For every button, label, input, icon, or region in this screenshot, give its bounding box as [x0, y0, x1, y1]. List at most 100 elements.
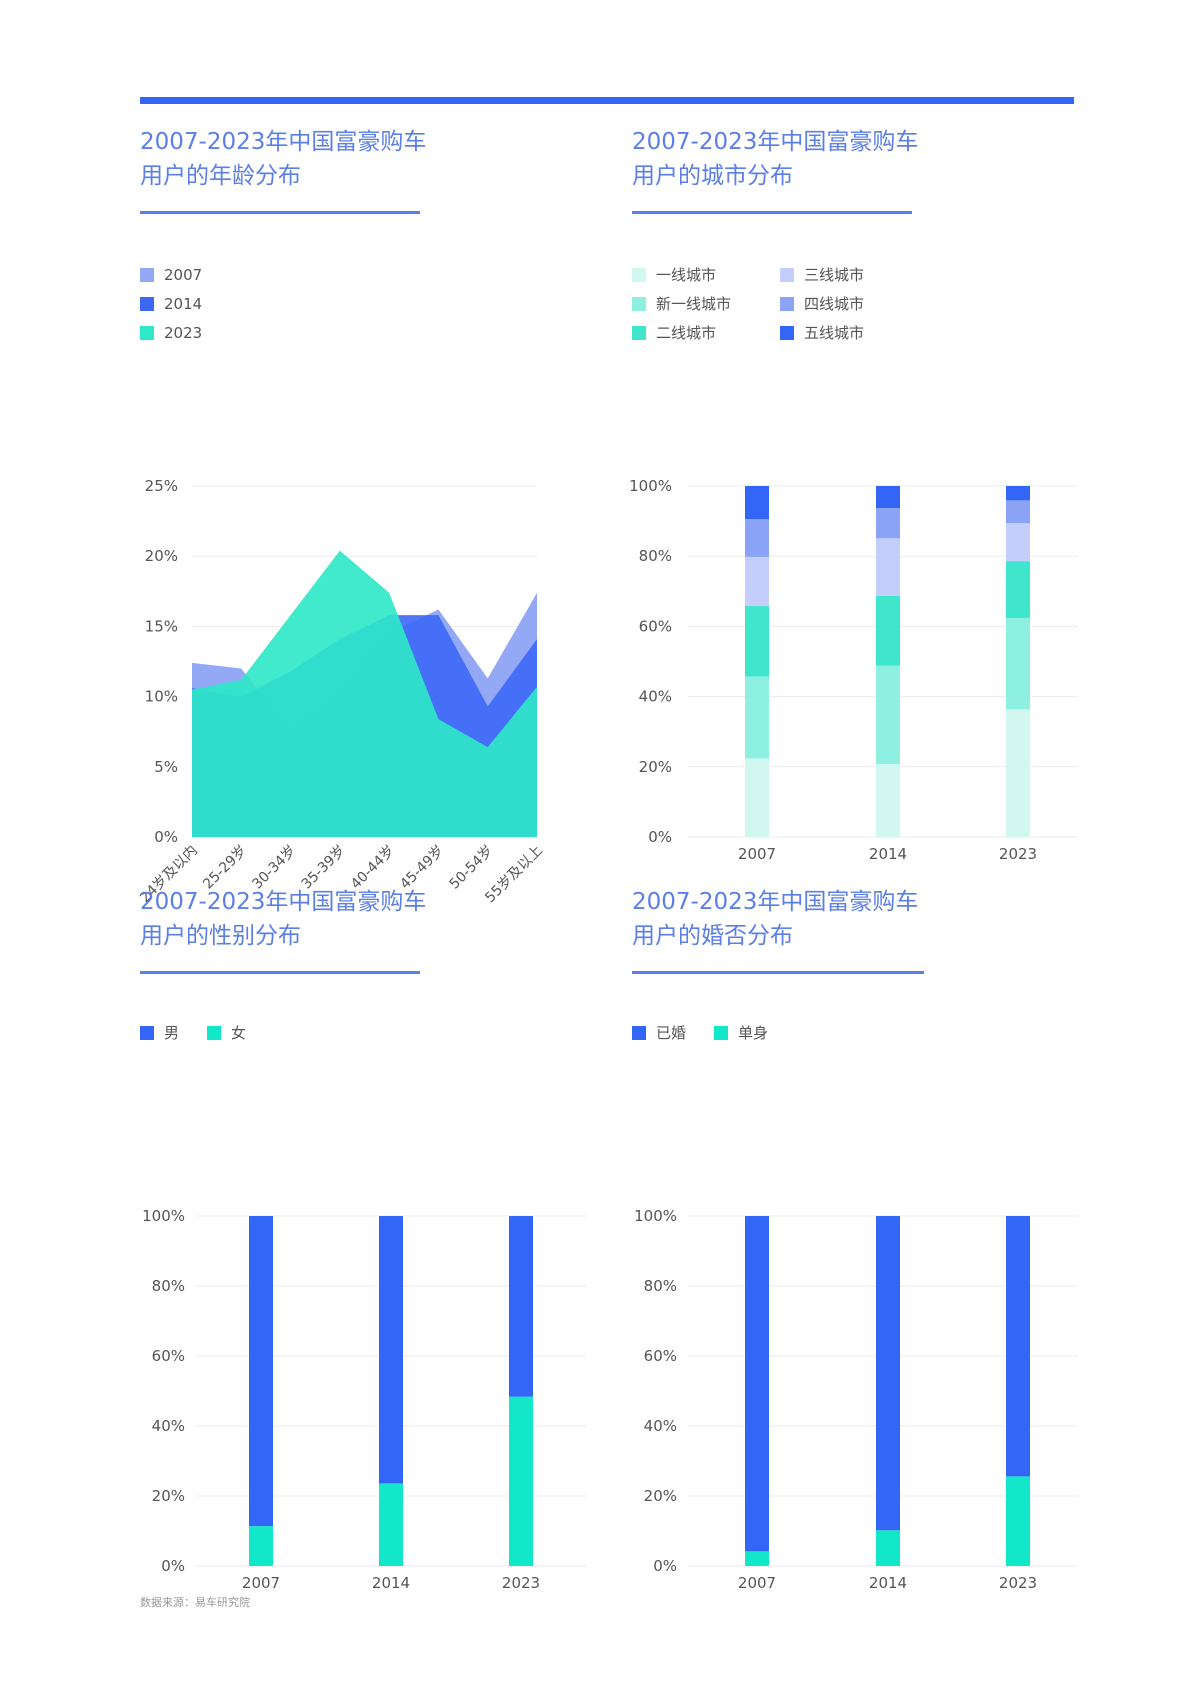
top-accent-bar [140, 97, 1074, 104]
age-y-tick-label: 0% [154, 828, 178, 846]
legend-item-1: 单身 [714, 1018, 768, 1047]
legend-swatch [714, 1025, 729, 1040]
gender-title-underline [140, 971, 420, 974]
marital-chart-title: 2007-2023年中国富豪购车 用户的婚否分布 [632, 885, 1132, 953]
city-bar-2007-二线城市 [745, 606, 769, 677]
gender-bar-2023-女 [509, 1396, 533, 1566]
gender-y-tick-label: 80% [152, 1277, 185, 1295]
city-bar-2007-四线城市 [745, 518, 769, 557]
gender-x-tick-label: 2007 [242, 1574, 280, 1592]
gender-bar-2007-女 [249, 1526, 273, 1566]
legend-swatch [632, 296, 646, 311]
marital-title-underline [632, 971, 924, 974]
gender-chart-panel: 2007-2023年中国富豪购车 用户的性别分布 男女 0% 20% 40% 60% 8… [140, 885, 640, 1592]
city-bar-2023-新一线城市 [1006, 617, 1030, 710]
legend-swatch [140, 325, 154, 340]
city-bar-2023-四线城市 [1006, 500, 1030, 524]
age-y-tick-label: 25% [145, 477, 178, 495]
gender-x-tick-label: 2023 [502, 1574, 540, 1592]
age-title-underline [140, 211, 420, 214]
legend-label: 2014 [164, 294, 203, 313]
data-source-note: 数据来源：易车研究院 [140, 1596, 250, 1609]
legend-swatch [780, 267, 794, 282]
age-y-tick-label: 5% [154, 758, 178, 776]
gender-y-tick-label: 20% [152, 1487, 185, 1505]
legend-swatch [140, 1025, 154, 1040]
gender-x-tick-label: 2014 [372, 1574, 410, 1592]
gender-bar-2023-男 [509, 1216, 533, 1397]
city-y-tick-label: 40% [639, 688, 672, 706]
legend-item-0: 2007 [140, 260, 202, 289]
city-bar-2007-新一线城市 [745, 676, 769, 759]
gender-y-tick-label: 40% [152, 1417, 185, 1435]
age-area-2023 [192, 550, 537, 837]
legend-item-2: 2023 [140, 318, 202, 347]
gender-bar-2007-男 [249, 1216, 273, 1527]
marital-x-tick-label: 2007 [738, 1574, 776, 1592]
city-bar-2023-一线城市 [1006, 709, 1030, 837]
city-bar-2014-三线城市 [876, 538, 900, 596]
age-chart-title-line2: 用户的年龄分布 [140, 163, 301, 189]
city-bar-2023-三线城市 [1006, 523, 1030, 562]
legend-item-4: 四线城市 [780, 289, 900, 318]
marital-x-tick-label: 2014 [869, 1574, 907, 1592]
legend-swatch [140, 296, 154, 311]
marital-bar-2007-已婚 [745, 1216, 769, 1552]
marital-bar-2014-已婚 [876, 1216, 900, 1531]
marital-x-tick-label: 2023 [999, 1574, 1037, 1592]
city-bar-2014-新一线城市 [876, 665, 900, 764]
legend-item-2: 二线城市 [632, 318, 780, 347]
legend-swatch [140, 267, 154, 282]
age-chart-legend: 2007 2014 2023 [140, 260, 202, 347]
marital-y-tick-label: 100% [634, 1207, 677, 1225]
legend-item-3: 三线城市 [780, 260, 900, 289]
city-bar-2023-五线城市 [1006, 486, 1030, 501]
legend-label: 2023 [164, 323, 203, 342]
legend-item-1: 女 [207, 1018, 246, 1047]
legend-item-0: 一线城市 [632, 260, 780, 289]
marital-bar-2023-已婚 [1006, 1216, 1030, 1477]
city-bar-2007-一线城市 [745, 758, 769, 837]
city-bar-2023-二线城市 [1006, 561, 1030, 618]
city-x-tick-label: 2014 [869, 845, 907, 863]
legend-item-0: 已婚 [632, 1018, 686, 1047]
marital-chart-panel: 2007-2023年中国富豪购车 用户的婚否分布 已婚 单身 0% 20% 40% 60… [632, 885, 1132, 1592]
legend-label: 一线城市 [656, 266, 717, 284]
age-chart-title-line1: 2007-2023年中国富豪购车 [140, 129, 427, 155]
marital-stacked-bar-chart: 0% 20% 40% 60% 80% 100% 2007 2014 2023 [634, 1207, 1078, 1592]
age-chart-panel: 2007-2023年中国富豪购车 用户的年龄分布 2007 2014 2023 0%… [137, 125, 640, 906]
city-bar-2014-一线城市 [876, 763, 900, 837]
legend-label: 五线城市 [804, 324, 865, 342]
legend-swatch [780, 325, 794, 340]
legend-swatch [780, 296, 794, 311]
marital-chart-title-line2: 用户的婚否分布 [632, 923, 793, 949]
city-chart-title-line2: 用户的城市分布 [632, 163, 793, 189]
gender-y-tick-label: 100% [142, 1207, 185, 1225]
legend-label: 女 [231, 1024, 247, 1042]
age-chart-title: 2007-2023年中国富豪购车 用户的年龄分布 [140, 125, 640, 193]
age-y-tick-label: 20% [145, 547, 178, 565]
city-chart-title: 2007-2023年中国富豪购车 用户的城市分布 [632, 125, 1132, 193]
city-y-tick-label: 80% [639, 547, 672, 565]
city-title-underline [632, 211, 912, 214]
marital-bar-2014-单身 [876, 1530, 900, 1566]
legend-swatch [632, 1025, 646, 1040]
gender-chart-legend: 男女 [140, 1018, 274, 1047]
age-y-tick-label: 15% [145, 617, 178, 635]
marital-bar-2007-单身 [745, 1551, 769, 1566]
legend-label: 已婚 [656, 1024, 687, 1042]
city-bar-2007-三线城市 [745, 556, 769, 607]
city-x-tick-label: 2023 [999, 845, 1037, 863]
legend-swatch [632, 325, 646, 340]
gender-chart-title-line2: 用户的性别分布 [140, 923, 301, 949]
age-y-tick-label: 10% [145, 688, 178, 706]
city-bar-2014-二线城市 [876, 595, 900, 666]
gender-y-tick-label: 60% [152, 1347, 185, 1365]
marital-bar-2023-单身 [1006, 1476, 1030, 1566]
gender-bar-2014-女 [379, 1483, 403, 1566]
legend-item-0: 男 [140, 1018, 179, 1047]
city-y-tick-label: 60% [639, 617, 672, 635]
city-y-tick-label: 0% [648, 828, 672, 846]
legend-swatch [207, 1025, 222, 1040]
legend-label: 三线城市 [804, 266, 865, 284]
